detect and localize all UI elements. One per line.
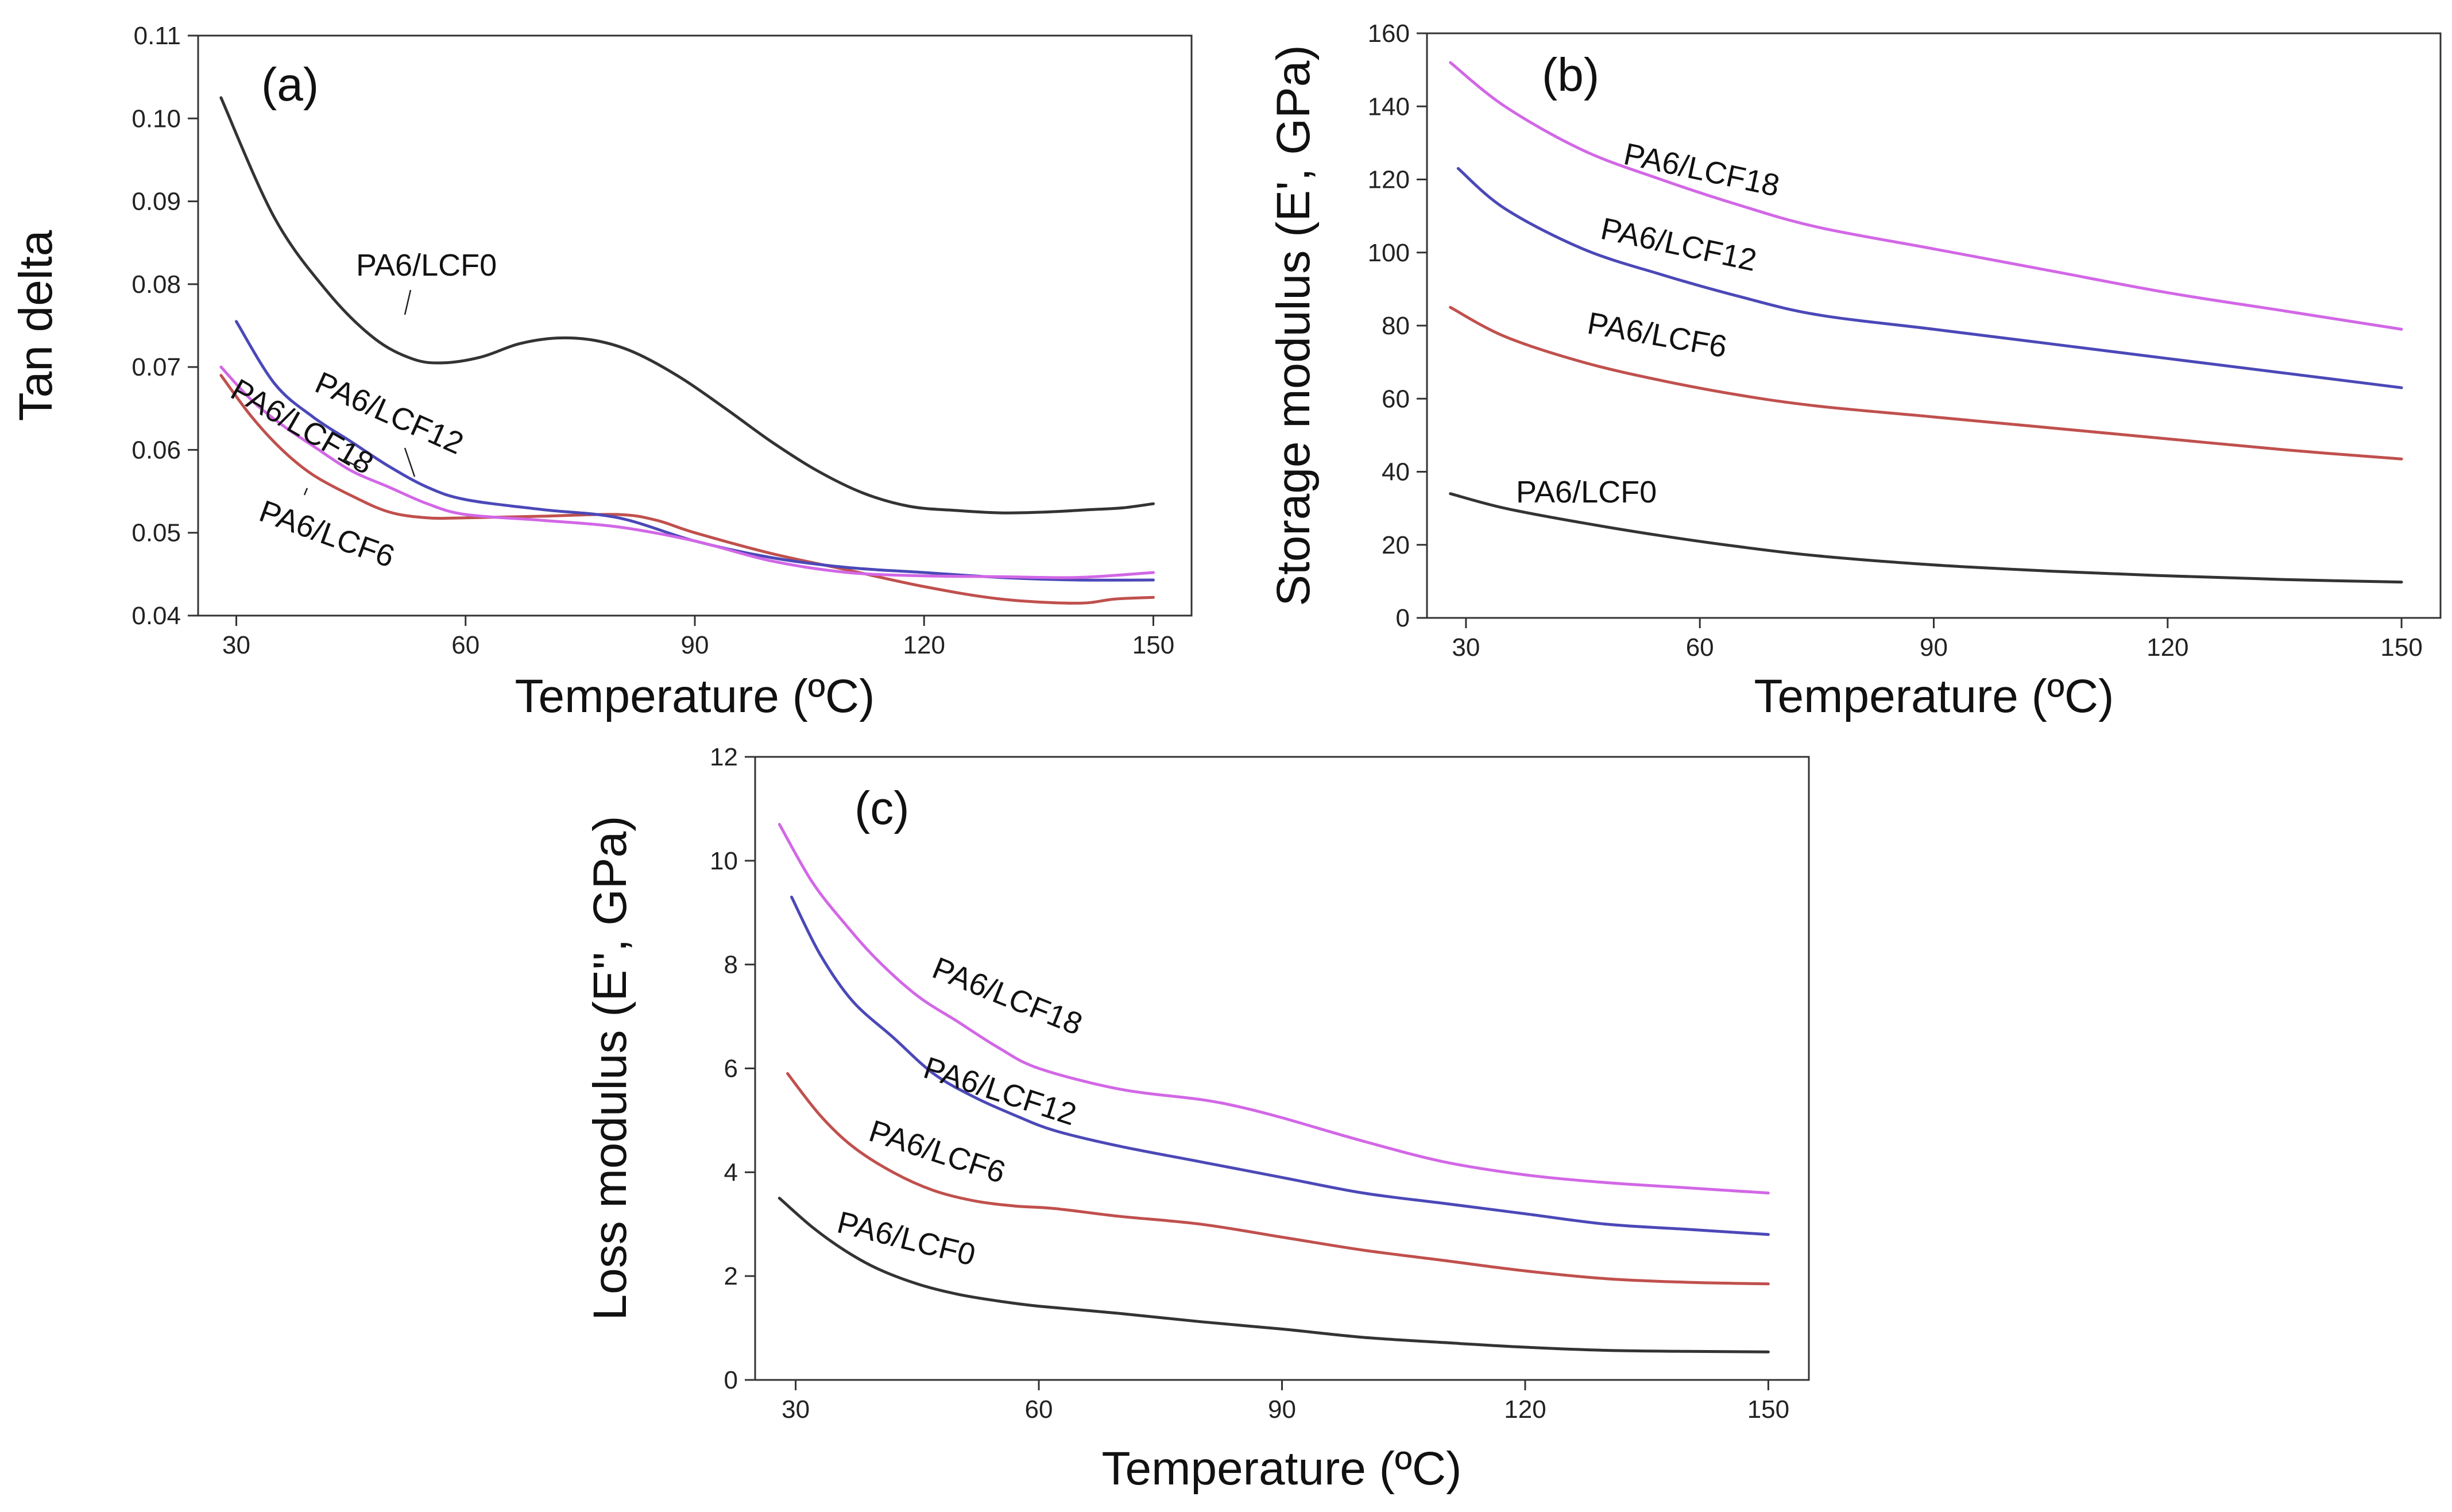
panel-b-x-tick-label: 150 bbox=[2380, 633, 2422, 662]
panel-a-pointer-lcf6 bbox=[303, 488, 308, 496]
panel-c-x-tick-label: 90 bbox=[1268, 1395, 1296, 1424]
panel-a-x-tick-label: 60 bbox=[451, 631, 479, 659]
panel-a-label-lcf0: PA6/LCF0 bbox=[356, 248, 497, 283]
panel-a-series-pa6-lcf6 bbox=[219, 374, 1155, 605]
panel-a-x-tick-label: 150 bbox=[1132, 631, 1174, 659]
panel-b-x-tick-label: 120 bbox=[2147, 633, 2188, 662]
panel-a-x-tick-label: 90 bbox=[681, 631, 709, 659]
panel-b-x-tick-label: 60 bbox=[1686, 633, 1714, 662]
panel-c-y-tick-label: 12 bbox=[710, 743, 738, 771]
panel-c-y-tick-label: 6 bbox=[724, 1055, 738, 1083]
panel-b-y-tick-label: 120 bbox=[1368, 166, 1410, 194]
panel-c-y-tick-label: 8 bbox=[724, 951, 738, 979]
panel-c-y-tick-label: 10 bbox=[710, 847, 738, 875]
panel-b-y-tick-label: 80 bbox=[1382, 312, 1410, 340]
panel-b-storage-modulus: (b) Temperature (ºC) Storage modulus (E'… bbox=[1267, 20, 2442, 722]
panel-a-y-tick-label: 0.05 bbox=[132, 519, 181, 547]
panel-a-pointer-lcf18 bbox=[343, 458, 361, 469]
panel-c-x-tick-label: 60 bbox=[1025, 1395, 1053, 1424]
panel-a-pointer-lcf12 bbox=[404, 447, 416, 477]
panel-c-ticks: 30 60 90 120 150 0 2 4 6 8 10 12 bbox=[710, 743, 1789, 1424]
panel-b-lines bbox=[1449, 61, 2403, 584]
panel-c-lines bbox=[778, 823, 1770, 1354]
panel-a-x-axis-title: Temperature (ºC) bbox=[515, 670, 875, 722]
panel-a-label: (a) bbox=[261, 59, 319, 111]
panel-a-x-tick-label: 30 bbox=[222, 631, 250, 659]
panel-b-y-tick-label: 100 bbox=[1368, 239, 1410, 267]
panel-a-pointer-lcf0 bbox=[404, 289, 412, 315]
panel-c-x-tick-label: 30 bbox=[782, 1395, 810, 1424]
panel-c-x-tick-label: 120 bbox=[1504, 1395, 1546, 1424]
panel-c-series-pa6-lcf12 bbox=[790, 895, 1770, 1236]
panel-c-series-pa6-lcf18 bbox=[778, 823, 1770, 1194]
panel-b-y-tick-label: 160 bbox=[1368, 20, 1410, 48]
panel-b-y-axis-title: Storage modulus (E', GPa) bbox=[1267, 45, 1320, 606]
panel-b-y-tick-label: 60 bbox=[1382, 385, 1410, 413]
panel-a-lines bbox=[219, 96, 1155, 605]
panel-b-x-axis-title: Temperature (ºC) bbox=[1754, 670, 2114, 722]
panel-b-ticks: 30 60 90 120 150 0 20 40 60 80 100 120 140 160 bbox=[1368, 20, 2423, 662]
panel-a-x-tick-label: 120 bbox=[903, 631, 945, 659]
panel-c-y-tick-label: 0 bbox=[724, 1366, 738, 1394]
panel-b-label-lcf0: PA6/LCF0 bbox=[1516, 475, 1657, 509]
panel-a-series-pa6-lcf18 bbox=[219, 365, 1155, 579]
panel-a-y-tick-label: 0.10 bbox=[132, 105, 181, 133]
panel-b-label: (b) bbox=[1542, 49, 1599, 101]
panel-b-x-tick-label: 90 bbox=[1920, 633, 1948, 662]
panel-b-y-tick-label: 40 bbox=[1382, 458, 1410, 486]
panel-a-y-tick-label: 0.04 bbox=[132, 602, 181, 630]
panel-c-y-tick-label: 2 bbox=[724, 1262, 738, 1290]
panel-a-y-tick-label: 0.09 bbox=[132, 188, 181, 216]
panel-a-series-pa6-lcf0 bbox=[219, 96, 1155, 515]
panel-b-series-pa6-lcf0 bbox=[1449, 492, 2403, 584]
panel-b-y-tick-label: 0 bbox=[1396, 604, 1410, 632]
panel-c-label: (c) bbox=[854, 782, 910, 834]
panel-b-series-pa6-lcf12 bbox=[1456, 167, 2403, 389]
panel-a-y-tick-label: 0.08 bbox=[132, 270, 181, 299]
panel-a-y-tick-label: 0.07 bbox=[132, 353, 181, 381]
panel-b-x-tick-label: 30 bbox=[1452, 633, 1480, 662]
panel-b-series-pa6-lcf18 bbox=[1449, 61, 2403, 331]
panel-c-x-tick-label: 150 bbox=[1747, 1395, 1789, 1424]
panel-b-y-tick-label: 140 bbox=[1368, 92, 1410, 121]
panel-c-series-pa6-lcf6 bbox=[786, 1072, 1770, 1286]
panel-b-y-tick-label: 20 bbox=[1382, 531, 1410, 559]
panel-a-ticks: 30 60 90 120 150 0.04 0.05 0.06 0.07 0.08 0.09 0.10… bbox=[132, 22, 1174, 659]
panel-c-series-pa6-lcf0 bbox=[778, 1197, 1770, 1354]
panel-c-y-axis-title: Loss modulus (E'', GPa) bbox=[584, 816, 636, 1321]
panel-c-y-tick-label: 4 bbox=[724, 1158, 738, 1186]
panel-a-y-tick-label: 0.06 bbox=[132, 436, 181, 464]
panel-a-y-tick-label: 0.11 bbox=[134, 22, 181, 50]
panel-a-y-axis-title: Tan delta bbox=[10, 230, 62, 421]
panel-b-series-pa6-lcf6 bbox=[1449, 306, 2403, 461]
panel-c-x-axis-title: Temperature (ºC) bbox=[1102, 1443, 1462, 1495]
